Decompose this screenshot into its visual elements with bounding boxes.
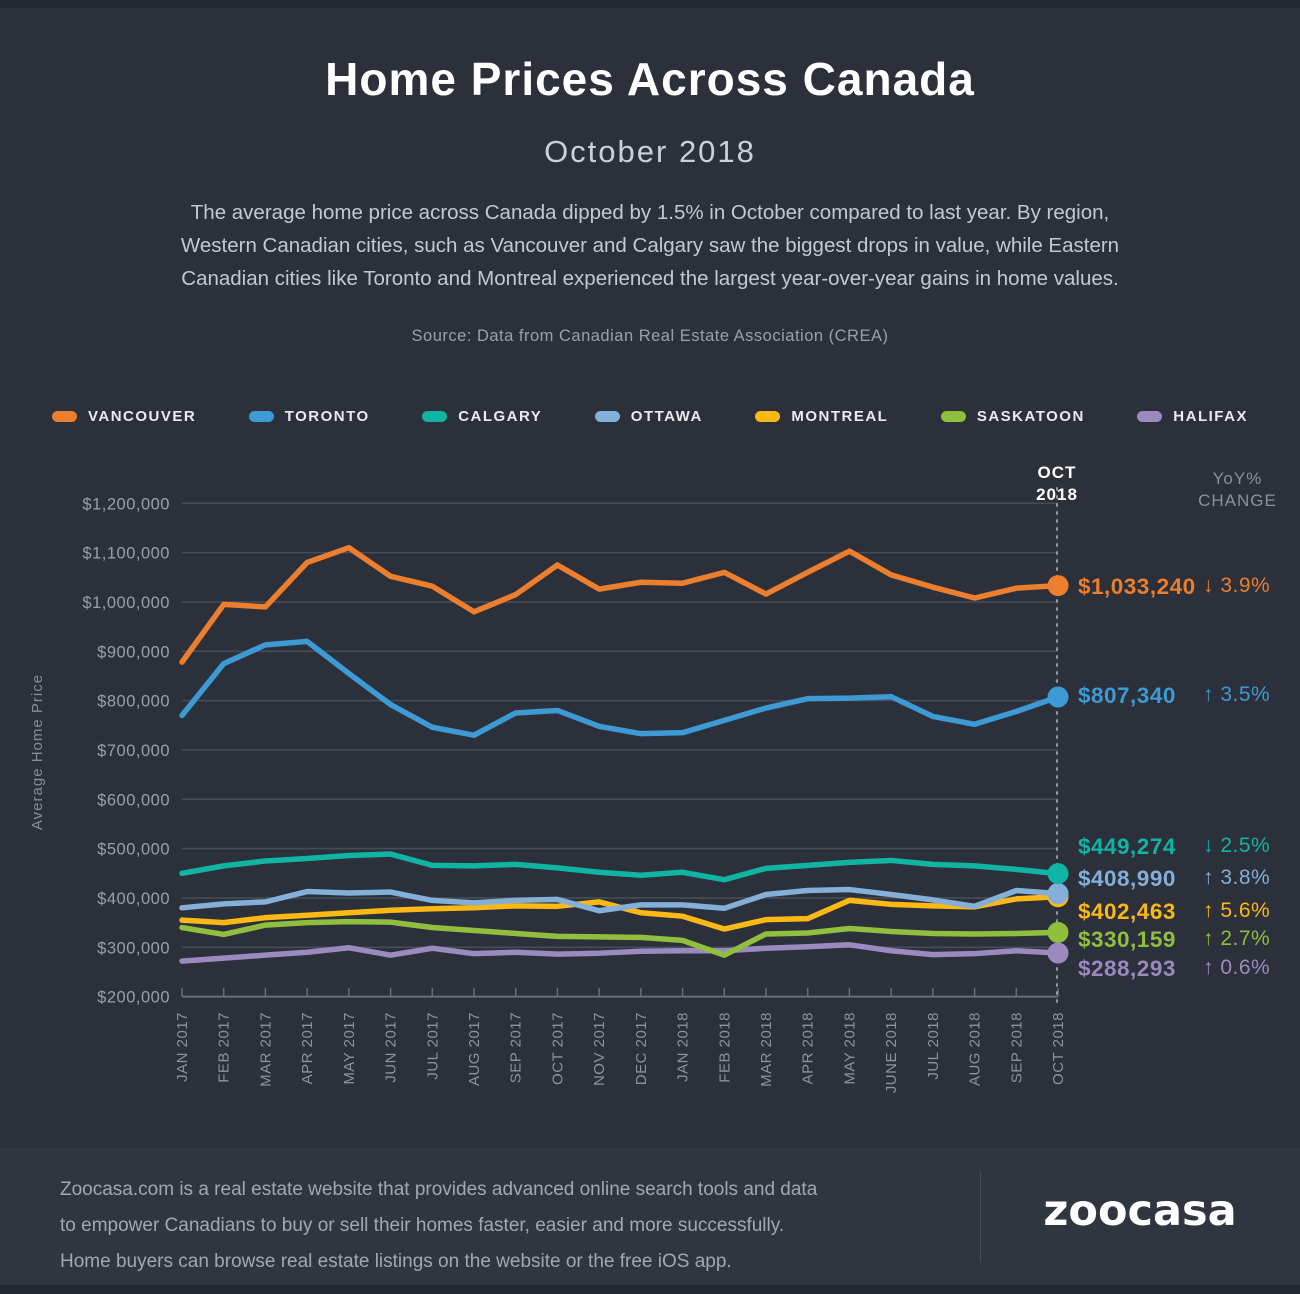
x-axis-tick-label: AUG 2017 (466, 1012, 483, 1086)
legend-item-montreal: MONTREAL (755, 408, 888, 425)
yoy-change-header: YoY% CHANGE (1180, 468, 1295, 512)
footer-text: Zoocasa.com is a real estate website tha… (60, 1172, 817, 1280)
y-axis-tick-label: $600,000 (97, 791, 170, 809)
legend-swatch-icon (422, 411, 448, 422)
endpoint-vancouver (1047, 575, 1069, 597)
x-axis-tick-label: DEC 2017 (633, 1012, 650, 1085)
current-month-header: OCT 2018 (1007, 462, 1107, 506)
endpoint-saskatoon (1047, 921, 1069, 943)
x-axis-tick-label: SEP 2018 (1008, 1012, 1025, 1083)
footer: Zoocasa.com is a real estate website tha… (0, 1148, 1300, 1286)
y-axis-tick-label: $800,000 (97, 693, 170, 711)
legend-label: VANCOUVER (88, 408, 197, 425)
line-toronto (179, 638, 1061, 738)
x-axis-tick-label: JUL 2018 (925, 1012, 942, 1080)
x-axis-tick-label: OCT 2018 (1050, 1012, 1067, 1085)
x-axis-tick-label: JUL 2017 (424, 1012, 441, 1080)
legend-label: OTTAWA (630, 408, 703, 425)
x-axis-tick-label: JUN 2017 (383, 1012, 400, 1083)
description-line: Canadian cities like Toronto and Montrea… (181, 267, 1119, 290)
legend-swatch-icon (594, 411, 620, 422)
y-axis-tick-label: $1,100,000 (82, 545, 170, 563)
x-axis-tick-label: SEP 2017 (508, 1012, 525, 1083)
legend-item-vancouver: VANCOUVER (52, 408, 196, 425)
legend-label: SASKATOON (976, 408, 1085, 425)
legend-item-saskatoon: SASKATOON (940, 408, 1085, 425)
footer-line: Zoocasa.com is a real estate website tha… (60, 1179, 818, 1200)
legend-swatch-icon (1137, 411, 1163, 422)
endpoint-calgary (1047, 863, 1069, 885)
line-vancouver (179, 544, 1061, 665)
line-saskatoon (179, 918, 1061, 958)
legend-item-calgary: CALGARY (422, 408, 542, 425)
legend-label: CALGARY (458, 408, 543, 425)
zoocasa-logo: zoocasa (1043, 1186, 1237, 1236)
footer-line: to empower Canadians to buy or sell thei… (60, 1215, 785, 1236)
bottom-edge-strip (0, 1285, 1300, 1294)
endpoint-toronto (1047, 686, 1069, 708)
description-text: The average home price across Canada dip… (50, 196, 1250, 295)
top-edge-strip (0, 0, 1300, 8)
x-axis-tick-label: FEB 2018 (716, 1012, 733, 1083)
footer-divider (980, 1172, 981, 1262)
x-axis-tick-label: MAR 2017 (257, 1012, 274, 1087)
x-axis-tick-label: JUNE 2018 (883, 1012, 900, 1093)
legend-label: MONTREAL (791, 408, 889, 425)
x-axis-tick-label: FEB 2017 (216, 1012, 233, 1083)
legend-swatch-icon (52, 411, 77, 422)
y-axis-tick-label: $300,000 (97, 939, 170, 957)
y-axis-tick-label: $200,000 (97, 989, 170, 1007)
x-axis-tick-label: MAY 2018 (841, 1012, 858, 1085)
y-axis-tick-label: $1,000,000 (82, 594, 170, 612)
y-axis-tick-label: $900,000 (97, 643, 170, 661)
x-axis-tick-label: MAR 2018 (758, 1012, 775, 1087)
legend-swatch-icon (940, 411, 966, 422)
page-subtitle: October 2018 (544, 134, 756, 169)
yoy-header-line1: YoY% (1212, 469, 1263, 488)
x-axis-tick-label: NOV 2017 (591, 1012, 608, 1086)
y-axis-tick-label: $400,000 (97, 890, 170, 908)
y-axis-tick-label: $700,000 (97, 742, 170, 760)
x-axis-tick-label: APR 2018 (800, 1012, 817, 1084)
x-axis-tick-label: OCT 2017 (549, 1012, 566, 1085)
legend-swatch-icon (755, 411, 781, 422)
legend-item-ottawa: OTTAWA (594, 408, 703, 425)
description-line: The average home price across Canada dip… (190, 201, 1110, 224)
legend-label: TORONTO (284, 408, 370, 425)
current-month-line2: 2018 (1036, 485, 1078, 504)
x-axis-tick-label: APR 2017 (299, 1012, 316, 1084)
endpoint-halifax (1047, 942, 1069, 964)
x-axis-tick-label: JAN 2018 (675, 1012, 692, 1082)
x-axis-tick-label: JAN 2017 (174, 1012, 191, 1082)
source-credit: Source: Data from Canadian Real Estate A… (411, 327, 889, 345)
legend-label: HALIFAX (1173, 408, 1248, 425)
legend-item-halifax: HALIFAX (1137, 408, 1248, 425)
footer-line: Home buyers can browse real estate listi… (60, 1251, 732, 1272)
price-chart: $1,200,000 $1,100,000 $1,000,000 $900,000 $8… (29, 487, 1069, 1093)
legend: VANCOUVER TORONTO CALGARY OTTAWA MONTREAL SAS… (0, 408, 1300, 425)
description-line: Western Canadian cities, such as Vancouv… (180, 234, 1120, 257)
x-axis-tick-label: MAY 2017 (341, 1012, 358, 1085)
legend-item-toronto: TORONTO (248, 408, 370, 425)
y-axis-title: Average Home Price (29, 674, 46, 830)
y-axis-tick-label: $1,200,000 (82, 495, 170, 513)
current-month-line1: OCT (1037, 463, 1077, 482)
y-axis-tick-label: $500,000 (97, 841, 170, 859)
line-halifax (179, 942, 1061, 964)
endpoint-ottawa (1047, 883, 1069, 905)
page-title: Home Prices Across Canada (325, 53, 975, 105)
legend-swatch-icon (248, 411, 274, 422)
line-ottawa (179, 886, 1061, 914)
yoy-header-line2: CHANGE (1198, 491, 1277, 510)
x-axis-tick-label: AUG 2018 (967, 1012, 984, 1086)
line-calgary (179, 851, 1061, 883)
